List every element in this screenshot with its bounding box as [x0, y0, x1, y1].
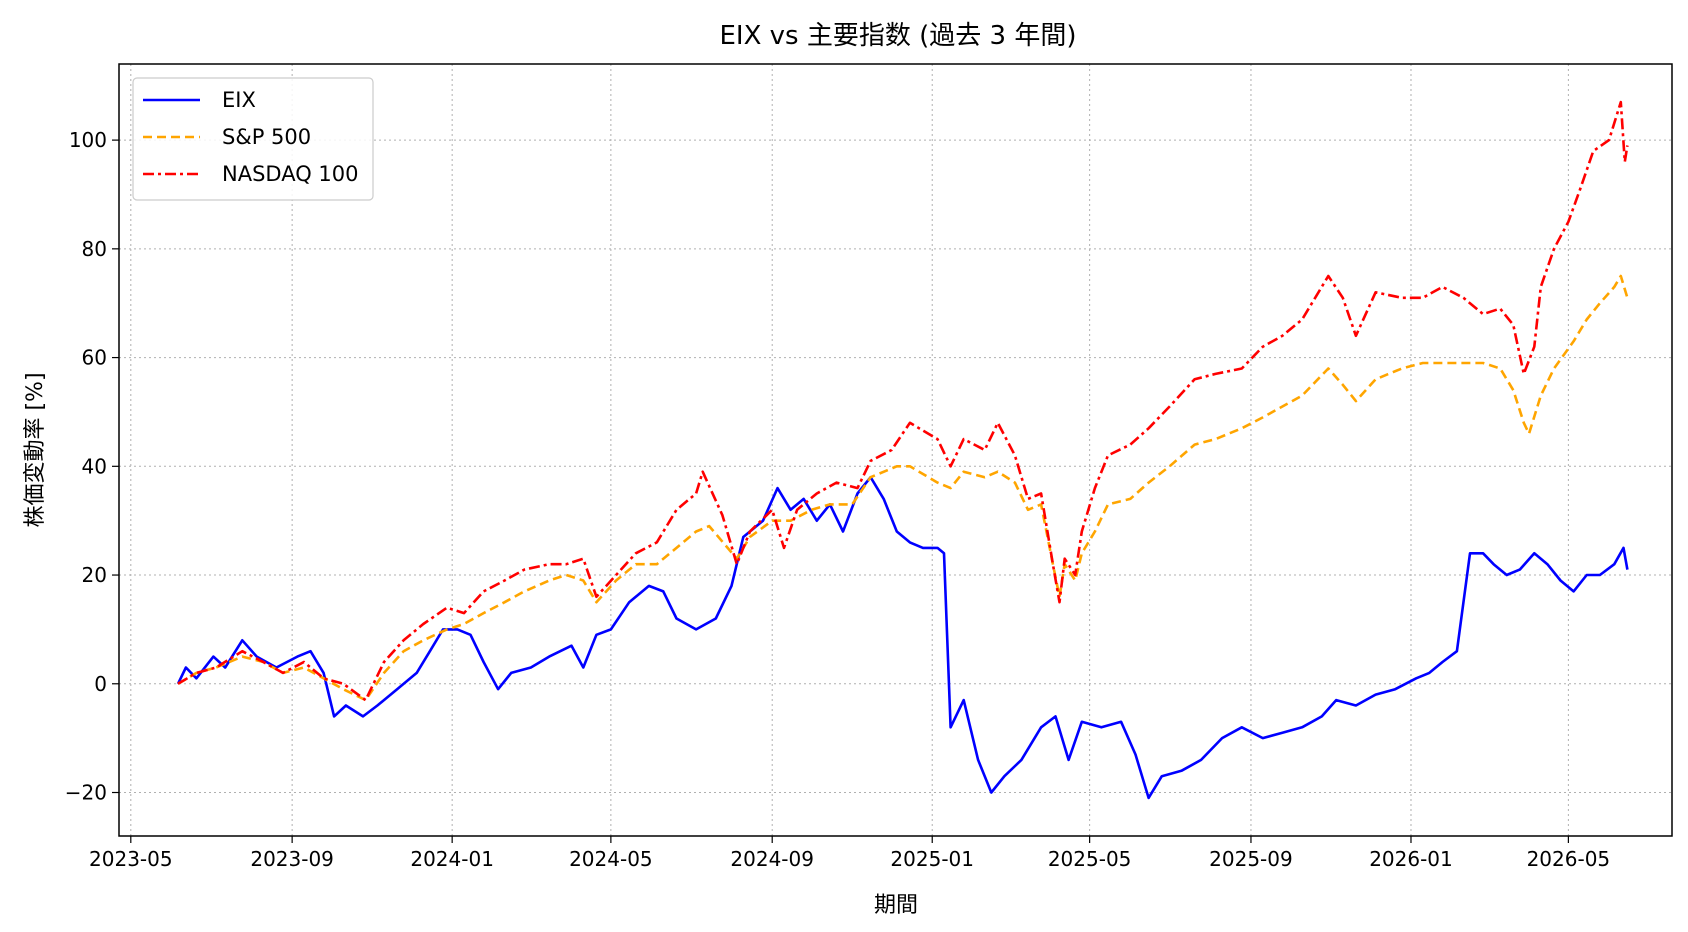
- x-tick-label: 2026-01: [1369, 847, 1453, 871]
- x-tick-label: 2025-09: [1209, 847, 1293, 871]
- x-tick-label: 2025-01: [890, 847, 974, 871]
- y-tick-label: 20: [82, 563, 107, 587]
- legend-label: S&P 500: [222, 125, 311, 149]
- x-tick-label: 2023-09: [250, 847, 334, 871]
- x-tick-label: 2025-05: [1048, 847, 1132, 871]
- legend-label: NASDAQ 100: [222, 162, 359, 186]
- x-tick-label: 2024-05: [569, 847, 653, 871]
- series-line-eix: [176, 475, 1629, 800]
- x-tick-label: 2026-05: [1527, 847, 1611, 871]
- x-axis-title: 期間: [874, 893, 918, 918]
- legend-box: [132, 77, 374, 201]
- series-layer: [176, 100, 1629, 800]
- y-tick-label: 60: [82, 346, 107, 370]
- x-axis: 2023-05 2023-09 2024-01 2024-05 2024-09 2025-…: [89, 836, 1610, 871]
- x-tick-label: 2024-01: [410, 847, 494, 871]
- y-tick-label: 0: [94, 672, 107, 696]
- legend: EIX S&P 500 NASDAQ 100: [132, 77, 374, 201]
- y-tick-label: 80: [82, 237, 107, 261]
- x-tick-label: 2023-05: [89, 847, 173, 871]
- legend-label: EIX: [222, 88, 256, 112]
- y-tick-label: 40: [82, 454, 107, 478]
- y-tick-label: −20: [65, 781, 107, 805]
- x-tick-label: 2024-09: [730, 847, 814, 871]
- y-axis: −20 0 20 40 60 80 100: [65, 128, 119, 805]
- series-line-s-p-500: [177, 274, 1629, 702]
- plot-frame: [118, 63, 1673, 837]
- y-tick-label: 100: [69, 128, 107, 152]
- chart-title: EIX vs 主要指数 (過去 3 年間): [720, 21, 1077, 51]
- series-line-nasdaq-100: [177, 100, 1629, 702]
- y-axis-title: 株価変動率 [%]: [23, 372, 48, 527]
